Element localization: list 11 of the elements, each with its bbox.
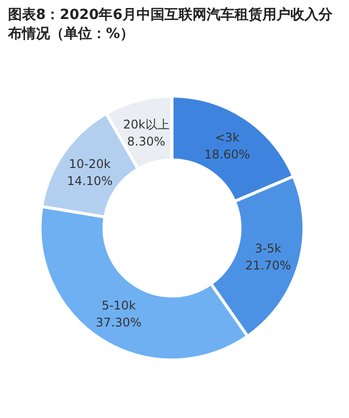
data-label: 37.30% [96, 316, 142, 330]
slice-label: 10-20k [68, 157, 111, 172]
chart-title: 图表8：2020年6月中国互联网汽车租赁用户收入分布情况（单位：%） [8, 6, 334, 44]
slice-label: 5-10k [102, 298, 136, 313]
slice-label: 3-5k [254, 242, 282, 256]
slice-label: <3k [214, 130, 240, 145]
data-label: 8.30% [127, 134, 166, 148]
data-label: 21.70% [245, 258, 291, 273]
data-label: 14.10% [66, 174, 113, 188]
data-label: 18.60% [204, 148, 250, 162]
slice-label: 20k以上 [123, 117, 170, 132]
